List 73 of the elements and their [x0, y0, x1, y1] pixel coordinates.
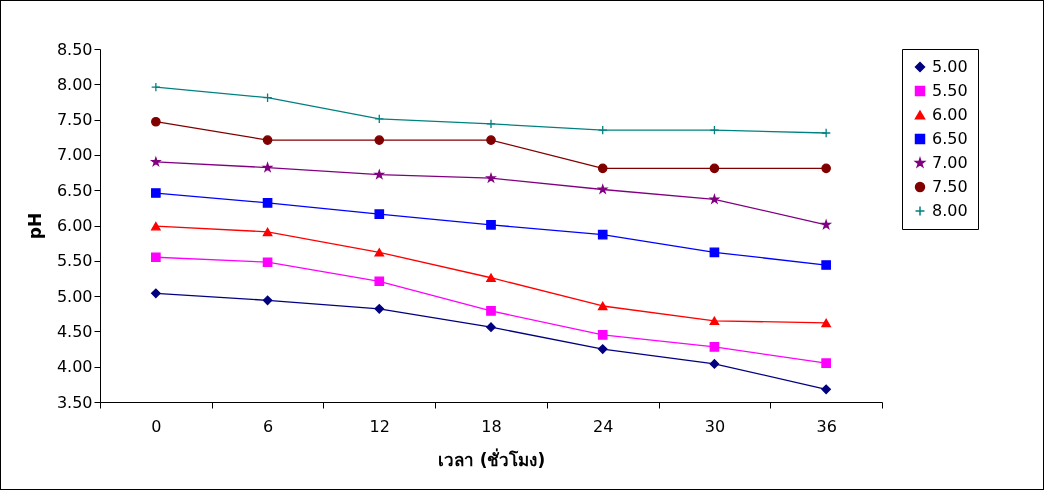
point	[597, 229, 608, 240]
point	[151, 288, 161, 299]
y-tick-label: 3.50	[56, 392, 93, 412]
point	[709, 163, 720, 174]
x-tick-label: 36	[816, 416, 837, 436]
point	[597, 301, 608, 311]
point	[486, 306, 496, 316]
x-tick-label: 0	[151, 416, 162, 436]
point	[151, 82, 161, 92]
point	[486, 119, 496, 129]
x-tick-label: 18	[481, 416, 502, 436]
point	[821, 318, 831, 328]
point	[486, 219, 496, 230]
y-tick-label: 7.00	[56, 145, 93, 165]
point	[151, 221, 161, 231]
point	[486, 173, 496, 183]
y-tick-label: 6.50	[56, 180, 93, 200]
legend-label: 7.00	[932, 153, 968, 172]
point	[262, 227, 273, 237]
point	[486, 273, 496, 283]
y-tick-label: 8.50	[56, 39, 93, 59]
point	[262, 198, 273, 208]
point	[709, 359, 720, 369]
point	[374, 114, 385, 124]
y-tick-label: 4.50	[56, 321, 93, 341]
point	[262, 162, 273, 172]
legend-label: 5.00	[932, 57, 968, 76]
point	[821, 384, 831, 395]
y-axis-title: pH	[24, 212, 45, 240]
point	[486, 135, 496, 145]
x-axis-title: เวลา (ชั่วโมง)	[437, 447, 546, 470]
x-tick-label: 6	[262, 416, 274, 436]
point	[374, 276, 385, 287]
point	[821, 163, 831, 174]
point	[709, 194, 720, 204]
point	[597, 163, 608, 174]
point	[262, 135, 273, 145]
y-tick-label: 8.00	[56, 74, 93, 94]
point	[374, 248, 385, 257]
point	[374, 209, 385, 220]
x-tick-label: 30	[704, 416, 726, 436]
point	[821, 128, 831, 138]
point	[597, 344, 608, 354]
point	[151, 252, 161, 263]
point	[597, 330, 608, 340]
y-tick-label: 5.50	[56, 251, 93, 271]
legend-label: 6.00	[932, 105, 968, 124]
point	[598, 184, 608, 194]
point	[709, 247, 720, 258]
point	[821, 219, 831, 229]
y-tick-label: 7.50	[56, 110, 93, 130]
legend-label: 6.50	[932, 129, 968, 148]
x-tick-label: 12	[369, 416, 390, 436]
legend-label: 8.00	[932, 201, 968, 220]
y-tick-label: 6.00	[56, 216, 93, 235]
point	[374, 135, 385, 145]
point	[262, 295, 273, 306]
y-tick-label: 5.00	[56, 286, 93, 306]
legend-label: 7.50	[932, 177, 968, 196]
point	[374, 169, 384, 179]
point	[709, 316, 720, 326]
x-tick-label: 24	[593, 416, 614, 436]
legend-label: 5.50	[932, 81, 968, 100]
point	[486, 322, 496, 332]
point	[374, 303, 385, 314]
point	[262, 257, 273, 268]
y-tick-label: 4.00	[56, 357, 93, 377]
point	[821, 358, 831, 368]
point	[151, 116, 161, 127]
point	[151, 157, 161, 166]
point	[821, 260, 831, 270]
point	[151, 188, 161, 198]
point	[709, 342, 720, 352]
